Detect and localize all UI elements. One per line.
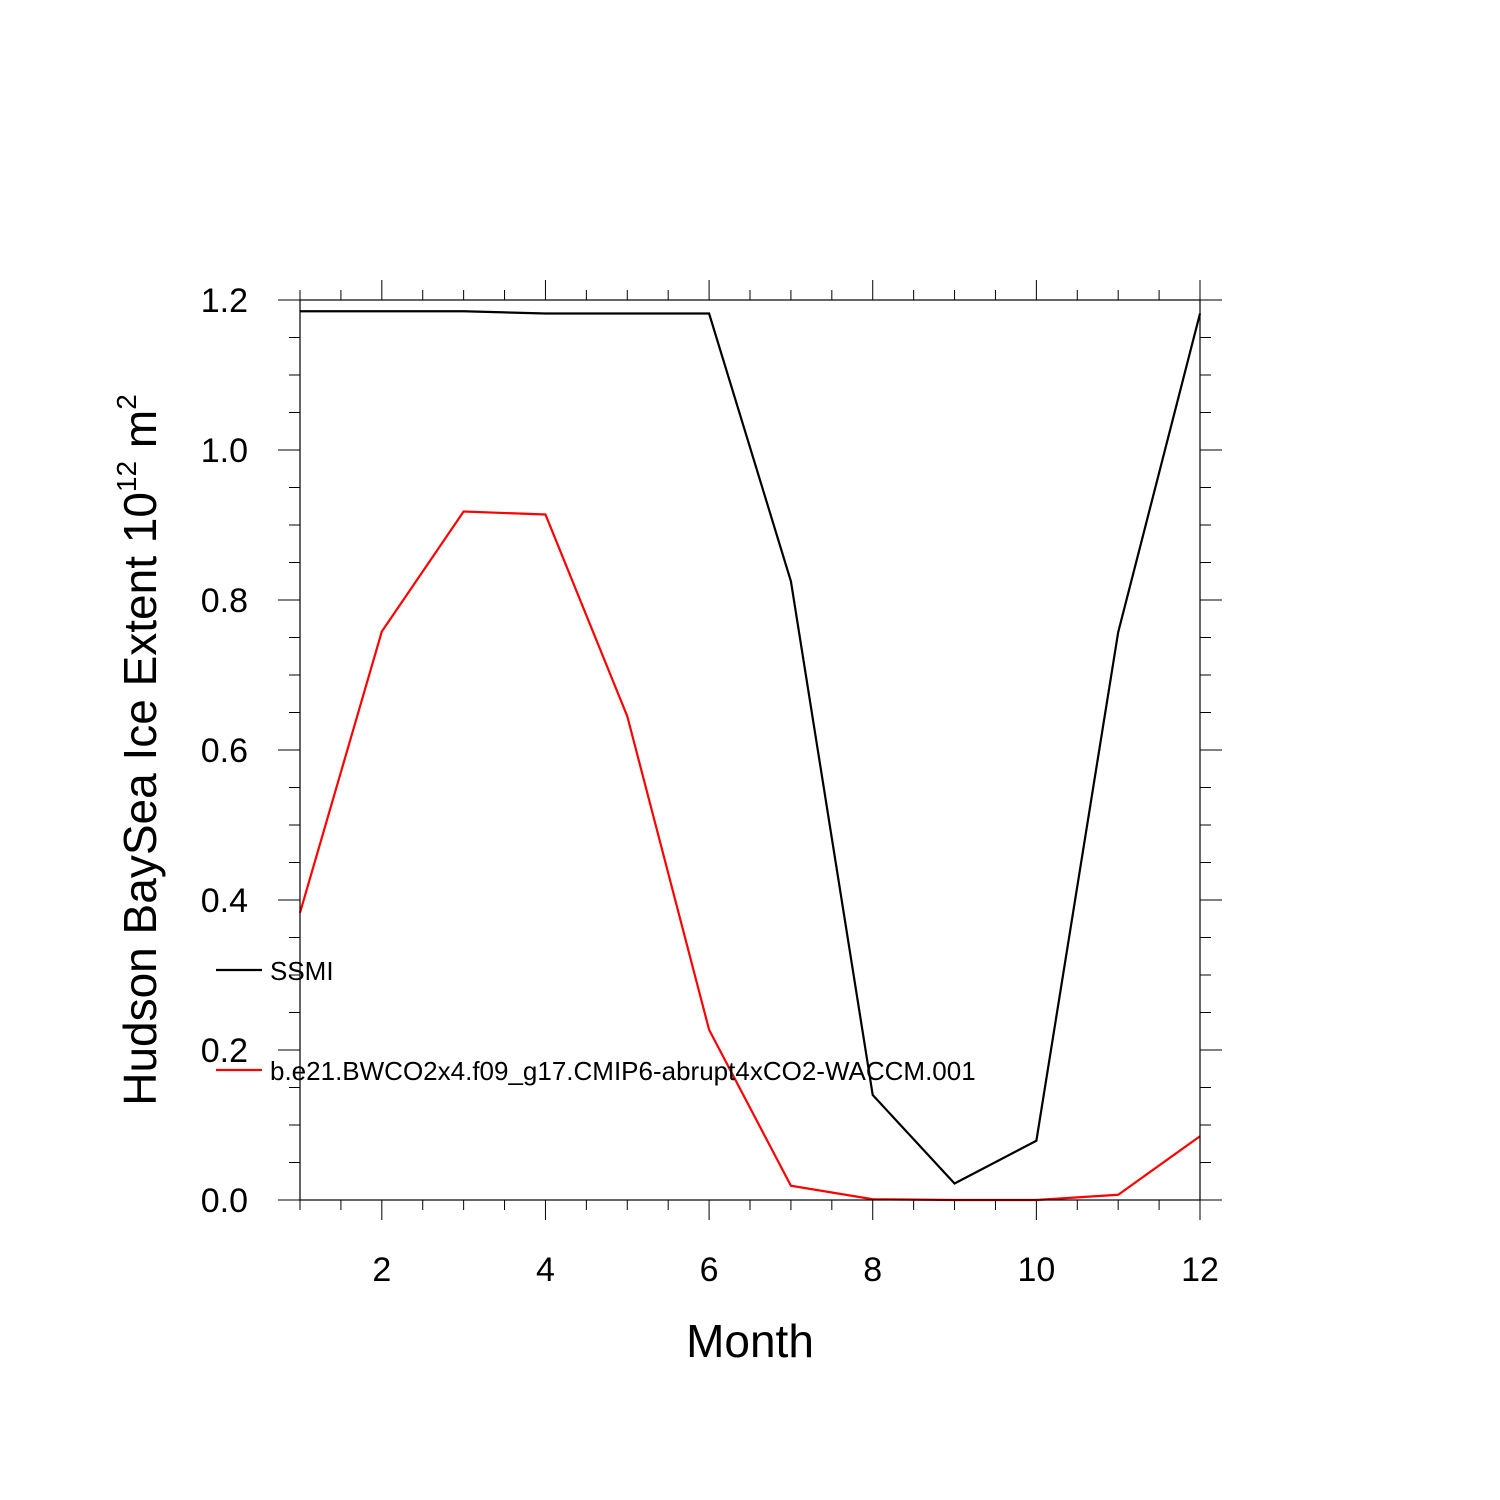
series-line-1 bbox=[300, 310, 1202, 1185]
x-tick-label: 2 bbox=[372, 1251, 391, 1289]
series-line-2 bbox=[298, 510, 1201, 1202]
series-lines bbox=[298, 310, 1202, 1202]
x-tick-label: 10 bbox=[1017, 1251, 1055, 1289]
y-axis-title-unit-exponent: 2 bbox=[111, 394, 142, 410]
y-tick-label: 1.0 bbox=[201, 432, 248, 470]
plot-frame bbox=[299, 299, 1201, 1201]
y-tick-label: 0.4 bbox=[201, 882, 248, 920]
axis-ticks bbox=[278, 280, 1222, 1220]
y-axis-title-exponent: 12 bbox=[111, 461, 142, 492]
y-tick-label: 1.2 bbox=[201, 282, 248, 320]
x-tick-label: 12 bbox=[1181, 1251, 1219, 1289]
legend-label-2: b.e21.BWCO2x4.f09_g17.CMIP6-abrupt4xCO2-… bbox=[270, 1056, 976, 1086]
x-tick-label: 4 bbox=[536, 1251, 555, 1289]
y-tick-label: 0.6 bbox=[201, 732, 248, 770]
y-axis-title: Hudson BaySea Ice Extent 1012 m2 bbox=[111, 394, 166, 1106]
x-axis-title: Month bbox=[686, 1315, 814, 1367]
legend: SSMI b.e21.BWCO2x4.f09_g17.CMIP6-abrupt4x… bbox=[216, 956, 976, 1086]
y-tick-labels: 0.0 0.2 0.4 0.6 0.8 1.0 1.2 bbox=[201, 282, 248, 1220]
y-axis-title-main: Hudson BaySea Ice Extent 10 bbox=[114, 492, 166, 1106]
x-tick-label: 6 bbox=[700, 1251, 719, 1289]
y-tick-label: 0.0 bbox=[201, 1182, 248, 1220]
y-axis-title-unit: m bbox=[114, 410, 166, 461]
y-tick-label: 0.8 bbox=[201, 582, 248, 620]
y-tick-label: 0.2 bbox=[201, 1032, 248, 1070]
x-tick-label: 8 bbox=[863, 1251, 882, 1289]
legend-label-1: SSMI bbox=[270, 956, 334, 986]
x-tick-labels: 2 4 6 8 10 12 bbox=[372, 1251, 1219, 1289]
